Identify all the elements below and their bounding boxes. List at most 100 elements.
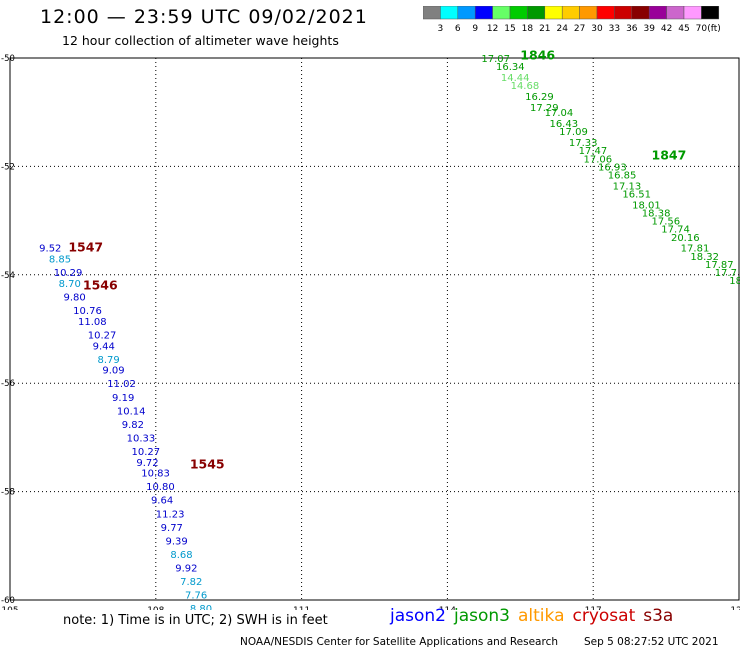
color-tick-label: 30 [591, 24, 603, 34]
color-tick-label: 33 [609, 24, 620, 34]
wave-height-label: 8.70 [59, 279, 81, 290]
wave-height-label: 17.56 [652, 217, 681, 228]
wave-height-label: 10.27 [88, 330, 117, 341]
hour-label: 1545 [190, 457, 225, 472]
wave-height-label: 10.29 [54, 268, 83, 279]
color-tick-label: 36 [626, 24, 638, 34]
wave-height-label: 17.04 [545, 108, 574, 119]
wave-height-label: 9.82 [122, 420, 144, 431]
wave-height-label: 16.93 [598, 162, 627, 173]
y-tick-label: -54 [1, 271, 15, 281]
wave-height-label: 16.85 [608, 171, 637, 182]
x-tick-label: 120 [730, 606, 740, 610]
wave-height-label: 10.76 [73, 306, 102, 317]
x-tick-label: 111 [293, 606, 310, 610]
wave-height-label: 9.44 [93, 341, 115, 352]
hour-label: 1847 [652, 148, 687, 163]
y-tick-label: -60 [1, 596, 15, 606]
wave-height-chart: 105 108 111 114 117 120 -50 -52 -54 -56 -58 -60 17.… [1, 47, 740, 610]
x-tick-label: 108 [147, 606, 164, 610]
satellite-legend-jason3: jason3 [454, 606, 510, 626]
wave-height-label: 16.29 [525, 92, 554, 103]
color-tick-label: 9 [472, 24, 478, 34]
page-subtitle: 12 hour collection of altimeter wave hei… [62, 33, 339, 48]
color-tick-label: 39 [643, 24, 655, 34]
color-tick-label: 18 [522, 24, 534, 34]
wave-height-label: 17.13 [613, 181, 642, 192]
x-tick-label: 105 [1, 606, 18, 610]
color-tick-label: 24 [556, 24, 568, 34]
wave-height-label: 18 [729, 276, 740, 287]
wave-height-label: 10.33 [127, 433, 156, 444]
wave-height-label: 9.19 [112, 393, 134, 404]
wave-height-label: 8.68 [170, 550, 192, 561]
color-tick-label: 45 [678, 24, 689, 34]
wave-height-label: 18.32 [690, 252, 719, 263]
wave-height-label: 16.34 [496, 62, 525, 73]
hour-label: 1846 [520, 47, 555, 62]
wave-height-label: 7.82 [180, 577, 202, 588]
y-tick-label: -50 [1, 54, 15, 64]
page-title: 12:00 — 23:59 UTC 09/02/2021 [40, 6, 368, 28]
hour-label: 1547 [68, 240, 103, 255]
footer-timestamp: Sep 5 08:27:52 UTC 2021 [584, 636, 719, 648]
wave-height-label: 20.16 [671, 233, 700, 244]
units-note: note: 1) Time is in UTC; 2) SWH is in fe… [63, 613, 328, 628]
color-tick-label: 3 [438, 24, 444, 34]
satellite-legend-cryosat: cryosat [572, 606, 636, 626]
satellite-legend-altika: altika [518, 606, 565, 626]
wave-height-label: 11.02 [107, 379, 136, 390]
plot-border [9, 57, 740, 601]
footer-credit: NOAA/NESDIS Center for Satellite Applica… [240, 636, 558, 648]
wave-height-label: 17.87 [705, 260, 734, 271]
color-unit-label: (ft) [707, 24, 721, 34]
color-tick-label: 12 [487, 24, 498, 34]
wave-height-label: 9.77 [161, 523, 183, 534]
satellite-legend-jason2: jason2 [390, 606, 446, 626]
wave-height-label: 7.76 [185, 591, 207, 602]
wave-height-label: 17.7 [715, 268, 737, 279]
color-tick-label: 6 [455, 24, 461, 34]
y-tick-label: -52 [1, 162, 15, 172]
color-swatch [701, 6, 720, 20]
wave-height-label: 17.06 [583, 154, 612, 165]
wave-height-label: 17.29 [530, 103, 559, 114]
wave-height-label: 14.68 [511, 81, 540, 92]
satellite-legend-s3a: s3a [643, 606, 674, 626]
color-tick-label: 21 [539, 24, 550, 34]
wave-height-label: 9.92 [175, 563, 197, 574]
wave-height-label: 9.80 [63, 292, 85, 303]
x-tick-label: 114 [439, 606, 456, 610]
wave-height-label: 9.72 [136, 458, 158, 469]
wave-height-label: 8.80 [190, 604, 212, 610]
wave-height-label: 17.33 [569, 138, 598, 149]
wave-height-label: 18.01 [632, 200, 661, 211]
color-tick-label: 70 [696, 24, 708, 34]
wave-height-label: 8.85 [49, 255, 71, 266]
wave-height-label: 17.74 [661, 225, 690, 236]
wave-height-label: 17.81 [681, 244, 710, 255]
wave-height-label: 10.27 [132, 447, 161, 458]
color-scale-legend: 3 6 9 12 15 18 21 24 27 30 33 36 39 42 45 70 (ft) [423, 6, 721, 34]
wave-height-label: 8.79 [97, 355, 119, 366]
color-tick-label: 42 [661, 24, 672, 34]
satellite-legend: jason2 jason3 altika cryosat s3a [390, 606, 681, 626]
wave-height-label: 10.80 [146, 482, 175, 493]
wave-height-label: 9.39 [166, 536, 188, 547]
wave-height-label: 18.38 [642, 208, 671, 219]
wave-height-label: 11.23 [156, 509, 185, 520]
wave-height-label: 16.43 [549, 119, 578, 130]
wave-height-label: 17.09 [559, 127, 588, 138]
color-tick-label: 15 [504, 24, 515, 34]
wave-height-label: 9.64 [151, 496, 173, 507]
wave-height-label: 9.52 [39, 244, 61, 255]
wave-height-label: 9.09 [102, 366, 124, 377]
color-tick-label: 27 [574, 24, 585, 34]
y-tick-label: -58 [1, 488, 15, 498]
wave-height-label: 16.51 [622, 190, 651, 201]
hour-label: 1546 [83, 278, 118, 293]
wave-height-label: 10.14 [117, 406, 146, 417]
x-tick-label: 117 [585, 606, 602, 610]
wave-height-label: 17.47 [579, 146, 608, 157]
wave-height-label: 11.08 [78, 317, 107, 328]
